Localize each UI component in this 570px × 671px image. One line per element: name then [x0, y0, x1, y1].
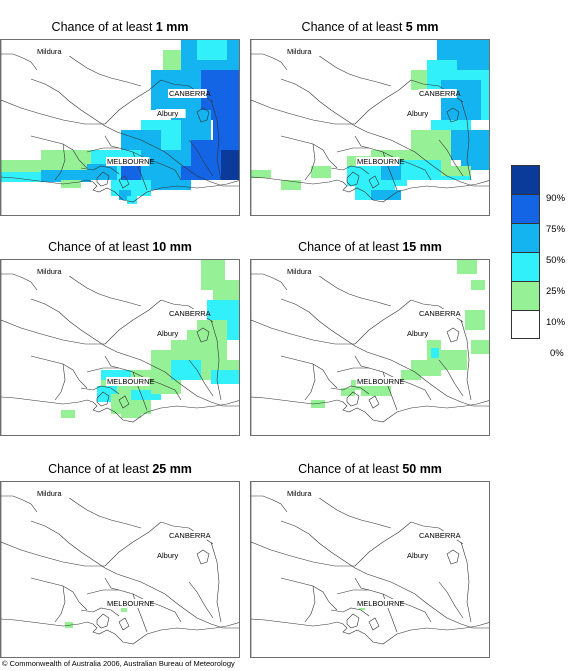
legend-scale [511, 165, 542, 339]
map-25mm-svg: Mildura CANBERRA Albury MELBOURNE [1, 482, 239, 657]
place-label-melbourne: MELBOURNE [357, 157, 405, 166]
rain-shading [61, 260, 239, 418]
legend-swatch-50 [511, 223, 540, 252]
place-label-mildura: Mildura [37, 267, 62, 276]
legend-label-75: 75% [546, 224, 566, 235]
map-10mm-svg: Mildura CANBERRA Albury MELBOURNE [1, 260, 239, 435]
place-label-canberra: CANBERRA [169, 531, 211, 540]
place-label-mildura: Mildura [287, 267, 312, 276]
place-label-albury: Albury [407, 551, 429, 560]
legend-label-0: 0% [550, 348, 564, 359]
legend-label-25: 25% [546, 286, 566, 297]
place-label-albury: Albury [157, 551, 179, 560]
rain-shading [311, 260, 489, 408]
map-50mm-svg: Mildura CANBERRA Albury MELBOURNE [251, 482, 489, 657]
legend-label-90: 90% [546, 193, 566, 204]
legend-swatch-10 [511, 281, 540, 310]
place-label-canberra: CANBERRA [169, 89, 211, 98]
place-label-albury: Albury [407, 329, 429, 338]
map-50mm: Mildura CANBERRA Albury MELBOURNE [250, 481, 490, 658]
map-1mm: Mildura CANBERRA Albury MELBOURNE [0, 39, 240, 216]
legend-label-10: 10% [546, 317, 566, 328]
place-label-melbourne: MELBOURNE [107, 157, 155, 166]
place-label-melbourne: MELBOURNE [107, 377, 155, 386]
legend-swatch-0 [511, 310, 540, 339]
panel-title-5mm: Chance of at least 5 mm [301, 20, 439, 34]
place-label-melbourne: MELBOURNE [357, 599, 405, 608]
place-label-melbourne: MELBOURNE [107, 599, 155, 608]
place-label-mildura: Mildura [37, 489, 62, 498]
map-1mm-svg: Mildura CANBERRA Albury MELBOURNE [1, 40, 239, 215]
place-label-mildura: Mildura [37, 47, 62, 56]
place-label-albury: Albury [407, 109, 429, 118]
panel-title-15mm: Chance of at least 15 mm [298, 240, 442, 254]
rain-shading [251, 40, 489, 200]
legend-label-50: 50% [546, 255, 566, 266]
map-25mm: Mildura CANBERRA Albury MELBOURNE [0, 481, 240, 658]
place-label-canberra: CANBERRA [169, 309, 211, 318]
place-label-canberra: CANBERRA [419, 531, 461, 540]
legend-swatch-25 [511, 252, 540, 281]
map-15mm: Mildura CANBERRA Albury MELBOURNE [250, 259, 490, 436]
panel-title-25mm: Chance of at least 25 mm [48, 462, 192, 476]
rain-shading [1, 40, 239, 204]
legend-swatch-75 [511, 194, 540, 223]
place-label-canberra: CANBERRA [419, 89, 461, 98]
place-label-canberra: CANBERRA [419, 309, 461, 318]
map-15mm-svg: Mildura CANBERRA Albury MELBOURNE [251, 260, 489, 435]
place-label-albury: Albury [157, 109, 179, 118]
place-label-mildura: Mildura [287, 489, 312, 498]
place-label-mildura: Mildura [287, 47, 312, 56]
copyright-notice: © Commonwealth of Australia 2006, Austra… [2, 659, 235, 668]
map-10mm: Mildura CANBERRA Albury MELBOURNE [0, 259, 240, 436]
place-label-albury: Albury [157, 329, 179, 338]
place-label-melbourne: MELBOURNE [357, 377, 405, 386]
panel-title-1mm: Chance of at least 1 mm [51, 20, 189, 34]
panel-title-50mm: Chance of at least 50 mm [298, 462, 442, 476]
legend-swatch-90 [511, 165, 540, 194]
map-5mm-svg: Mildura CANBERRA Albury MELBOURNE [251, 40, 489, 215]
map-5mm: Mildura CANBERRA Albury MELBOURNE [250, 39, 490, 216]
panel-title-10mm: Chance of at least 10 mm [48, 240, 192, 254]
